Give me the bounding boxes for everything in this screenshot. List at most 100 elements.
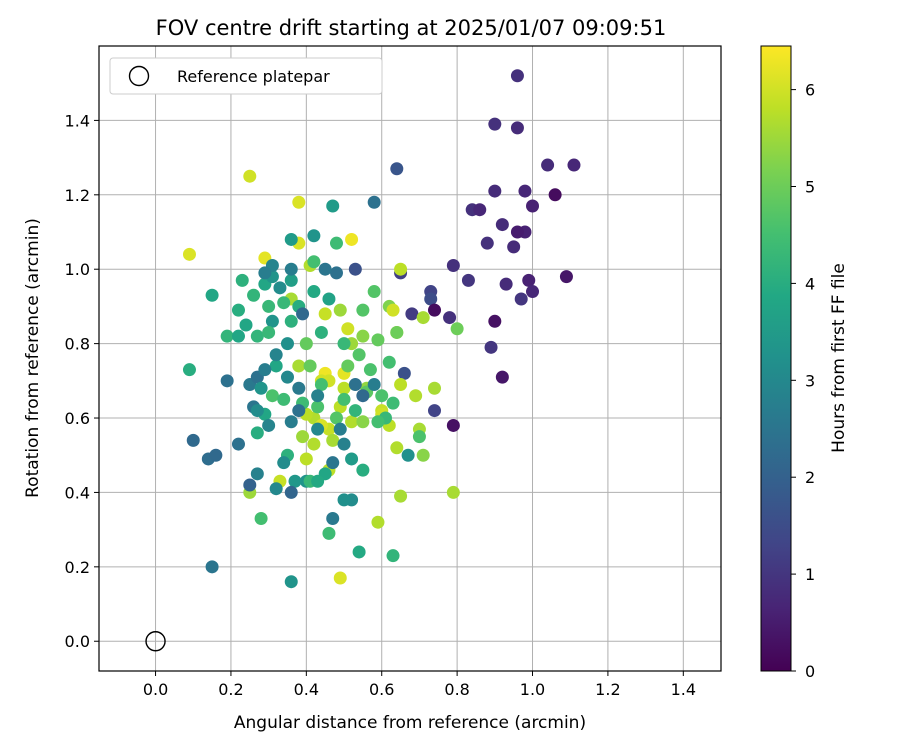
data-point <box>348 262 362 276</box>
colorbar-tick-label: 6 <box>805 81 815 100</box>
data-point <box>394 489 408 503</box>
colorbar-tick-label: 0 <box>805 662 815 681</box>
data-point <box>352 348 366 362</box>
data-point <box>397 366 411 380</box>
data-point <box>341 322 355 336</box>
data-point <box>209 448 223 462</box>
x-axis-label: Angular distance from reference (arcmin) <box>234 713 586 733</box>
data-point <box>292 195 306 209</box>
x-tick-label: 1.2 <box>595 680 620 699</box>
data-point <box>386 303 400 317</box>
data-point <box>299 337 313 351</box>
data-point <box>428 381 442 395</box>
data-point <box>322 292 336 306</box>
x-tick-label: 1.0 <box>520 680 545 699</box>
data-point <box>292 404 306 418</box>
data-point <box>345 452 359 466</box>
x-axis-ticks: 0.0 0.2 0.4 0.6 0.8 1.0 1.2 1.4 <box>143 671 696 699</box>
data-point <box>326 199 340 213</box>
x-tick-label: 0.6 <box>369 680 394 699</box>
data-point <box>341 359 355 373</box>
data-point <box>401 448 415 462</box>
data-point <box>318 307 332 321</box>
data-point <box>265 389 279 403</box>
data-point <box>307 255 321 269</box>
data-point <box>277 296 291 310</box>
data-point <box>231 329 245 343</box>
x-tick-label: 0.2 <box>218 680 243 699</box>
data-point <box>329 266 343 280</box>
data-point <box>307 437 321 451</box>
data-point <box>311 422 325 436</box>
data-point <box>231 303 245 317</box>
data-point <box>337 392 351 406</box>
data-point <box>284 262 298 276</box>
data-point <box>367 195 381 209</box>
data-point <box>258 266 272 280</box>
data-point <box>352 545 366 559</box>
data-point <box>235 273 249 287</box>
colorbar-tick-label: 2 <box>805 468 815 487</box>
data-point <box>258 363 272 377</box>
data-point <box>507 240 521 254</box>
data-point <box>262 418 276 432</box>
data-point <box>250 329 264 343</box>
data-point <box>307 285 321 299</box>
data-point <box>428 303 442 317</box>
data-point <box>488 314 502 328</box>
data-point <box>182 247 196 261</box>
data-point <box>280 370 294 384</box>
data-point <box>307 229 321 243</box>
data-point <box>329 411 343 425</box>
data-point <box>269 359 283 373</box>
data-point <box>269 348 283 362</box>
data-point <box>345 232 359 246</box>
y-tick-label: 0.0 <box>65 632 90 651</box>
grid-lines <box>99 46 721 671</box>
data-point <box>356 329 370 343</box>
legend-entry-reference: Reference platepar <box>177 67 330 86</box>
data-point <box>348 404 362 418</box>
data-point <box>333 571 347 585</box>
data-point <box>424 292 438 306</box>
data-point <box>269 482 283 496</box>
data-point <box>559 270 573 284</box>
data-point <box>416 311 430 325</box>
legend-box <box>109 57 383 95</box>
data-point <box>337 337 351 351</box>
data-point <box>356 389 370 403</box>
data-point <box>288 474 302 488</box>
colorbar-ticks: 0 1 2 3 4 5 6 <box>791 81 815 681</box>
data-point <box>337 493 351 507</box>
data-point <box>386 396 400 410</box>
data-point <box>314 325 328 339</box>
colorbar-label: Hours from first FF file <box>829 263 849 453</box>
data-point <box>390 325 404 339</box>
x-tick-label: 0.8 <box>444 680 469 699</box>
data-point <box>363 363 377 377</box>
y-tick-label: 0.8 <box>65 335 90 354</box>
data-point <box>567 158 581 172</box>
data-point <box>314 378 328 392</box>
colorbar: 0 1 2 3 4 5 6 Hours from first FF file <box>760 45 849 681</box>
data-point <box>311 400 325 414</box>
data-points <box>145 69 581 652</box>
data-point <box>473 203 487 217</box>
data-point <box>450 322 464 336</box>
data-point <box>262 299 276 313</box>
data-point <box>541 158 555 172</box>
data-point <box>322 526 336 540</box>
data-point <box>495 218 509 232</box>
data-point <box>337 437 351 451</box>
data-point <box>356 303 370 317</box>
data-point <box>326 511 340 525</box>
data-point <box>446 418 460 432</box>
data-point <box>386 549 400 563</box>
data-point <box>390 441 404 455</box>
data-point <box>548 188 562 202</box>
x-tick-label: 0.0 <box>143 680 168 699</box>
data-point <box>220 329 234 343</box>
data-point <box>284 273 298 287</box>
data-point <box>526 285 540 299</box>
colorbar-tick-label: 3 <box>805 371 815 390</box>
